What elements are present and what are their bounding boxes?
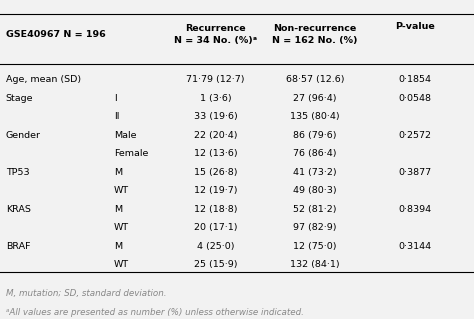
Text: 22 (20·4): 22 (20·4) [194, 131, 237, 140]
Text: 0·2572: 0·2572 [398, 131, 431, 140]
Text: KRAS: KRAS [6, 205, 30, 214]
Text: 97 (82·9): 97 (82·9) [293, 223, 337, 233]
Text: I: I [114, 94, 117, 103]
Text: M: M [114, 168, 122, 177]
Text: 71·79 (12·7): 71·79 (12·7) [186, 75, 245, 85]
Text: 27 (96·4): 27 (96·4) [293, 94, 337, 103]
Text: 4 (25·0): 4 (25·0) [197, 242, 235, 251]
Text: 135 (80·4): 135 (80·4) [291, 112, 340, 122]
Text: Male: Male [114, 131, 136, 140]
Text: 86 (79·6): 86 (79·6) [293, 131, 337, 140]
Text: WT: WT [114, 223, 129, 233]
Text: 0·8394: 0·8394 [398, 205, 431, 214]
Text: M, mutation; SD, standard deviation.: M, mutation; SD, standard deviation. [6, 289, 166, 298]
Text: 12 (18·8): 12 (18·8) [194, 205, 237, 214]
Text: ᵃAll values are presented as number (%) unless otherwise indicated.: ᵃAll values are presented as number (%) … [6, 308, 303, 317]
Text: 1 (3·6): 1 (3·6) [200, 94, 231, 103]
Text: Female: Female [114, 149, 148, 159]
Text: M: M [114, 205, 122, 214]
Text: 0·0548: 0·0548 [398, 94, 431, 103]
Text: M: M [114, 242, 122, 251]
Text: TP53: TP53 [6, 168, 29, 177]
Text: WT: WT [114, 186, 129, 196]
Text: 0·1854: 0·1854 [398, 75, 431, 85]
Text: P-value: P-value [395, 22, 435, 31]
Text: 49 (80·3): 49 (80·3) [293, 186, 337, 196]
Text: Recurrence
N = 34 No. (%)ᵃ: Recurrence N = 34 No. (%)ᵃ [174, 24, 257, 45]
Text: 76 (86·4): 76 (86·4) [293, 149, 337, 159]
Text: 20 (17·1): 20 (17·1) [194, 223, 237, 233]
Text: Age, mean (SD): Age, mean (SD) [6, 75, 81, 85]
Text: BRAF: BRAF [6, 242, 30, 251]
Text: 68·57 (12.6): 68·57 (12.6) [286, 75, 345, 85]
Text: 132 (84·1): 132 (84·1) [291, 260, 340, 270]
Text: Gender: Gender [6, 131, 41, 140]
Text: 12 (13·6): 12 (13·6) [194, 149, 237, 159]
Text: 41 (73·2): 41 (73·2) [293, 168, 337, 177]
Text: 12 (75·0): 12 (75·0) [293, 242, 337, 251]
Text: WT: WT [114, 260, 129, 270]
Text: Non-recurrence
N = 162 No. (%): Non-recurrence N = 162 No. (%) [273, 24, 358, 45]
Text: 25 (15·9): 25 (15·9) [194, 260, 237, 270]
Text: 0·3144: 0·3144 [398, 242, 431, 251]
Text: 52 (81·2): 52 (81·2) [293, 205, 337, 214]
Text: 15 (26·8): 15 (26·8) [194, 168, 237, 177]
Text: GSE40967 N = 196: GSE40967 N = 196 [6, 30, 105, 39]
Text: II: II [114, 112, 119, 122]
Text: Stage: Stage [6, 94, 33, 103]
Text: 33 (19·6): 33 (19·6) [194, 112, 237, 122]
Text: 12 (19·7): 12 (19·7) [194, 186, 237, 196]
Text: 0·3877: 0·3877 [398, 168, 431, 177]
